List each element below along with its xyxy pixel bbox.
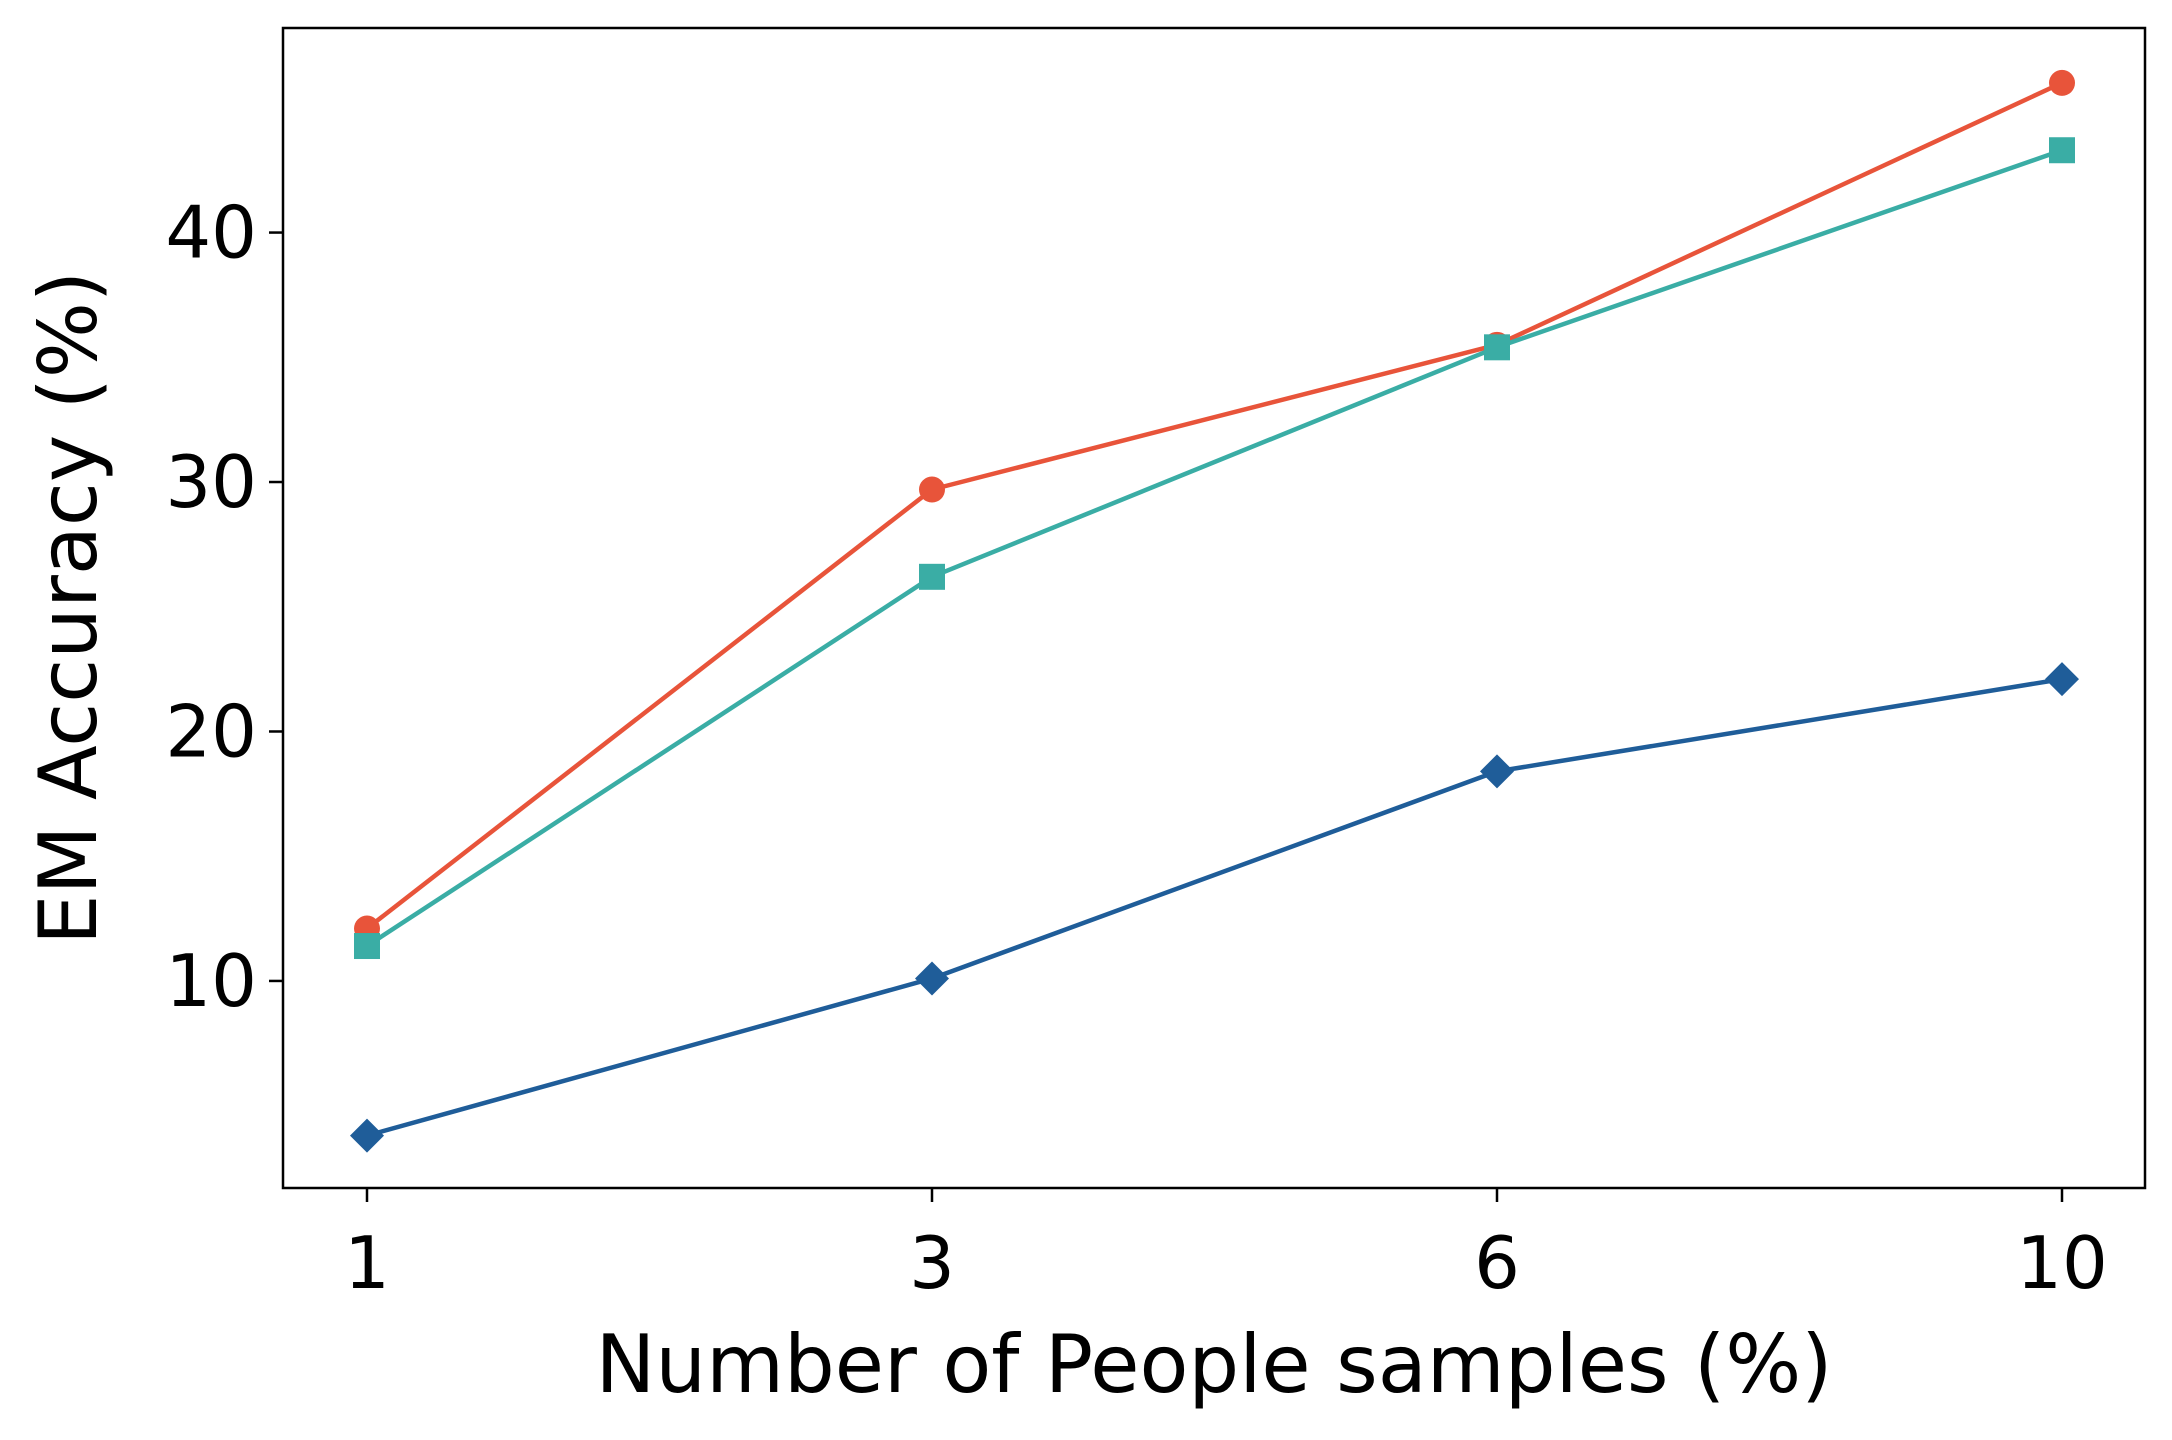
series-line (365, 80, 2063, 931)
data-point (2045, 662, 2079, 697)
x-tick-label: 10 (2016, 1221, 2108, 1305)
y-axis: 10 20 30 40 (165, 191, 283, 1023)
x-tick-label: 6 (1474, 1221, 1520, 1305)
data-point (2049, 137, 2075, 164)
series-circle (354, 69, 2075, 942)
data-point (2049, 69, 2075, 96)
data-point (350, 1118, 384, 1153)
y-tick-label: 20 (165, 689, 257, 773)
series-diamond (350, 662, 2079, 1153)
series-square (354, 137, 2075, 960)
x-tick-label: 1 (344, 1221, 390, 1305)
y-tick-label: 10 (165, 939, 257, 1023)
plot-area-frame (281, 26, 2147, 1190)
data-point (354, 933, 380, 960)
y-axis-title: EM Accuracy (%) (22, 271, 115, 945)
x-axis: 1 3 6 10 (344, 1188, 2108, 1305)
y-tick-label: 40 (165, 191, 257, 275)
series-line (366, 676, 2063, 1138)
data-point (1480, 754, 1514, 789)
x-axis-title: Number of People samples (%) (596, 1318, 1833, 1411)
data-point (1484, 334, 1510, 361)
series-line (365, 148, 2063, 948)
x-tick-label: 3 (909, 1221, 955, 1305)
data-point (915, 961, 949, 996)
y-tick-label: 30 (165, 440, 257, 524)
data-point (919, 563, 945, 590)
series-layer (350, 69, 2079, 1153)
data-point (919, 476, 945, 503)
